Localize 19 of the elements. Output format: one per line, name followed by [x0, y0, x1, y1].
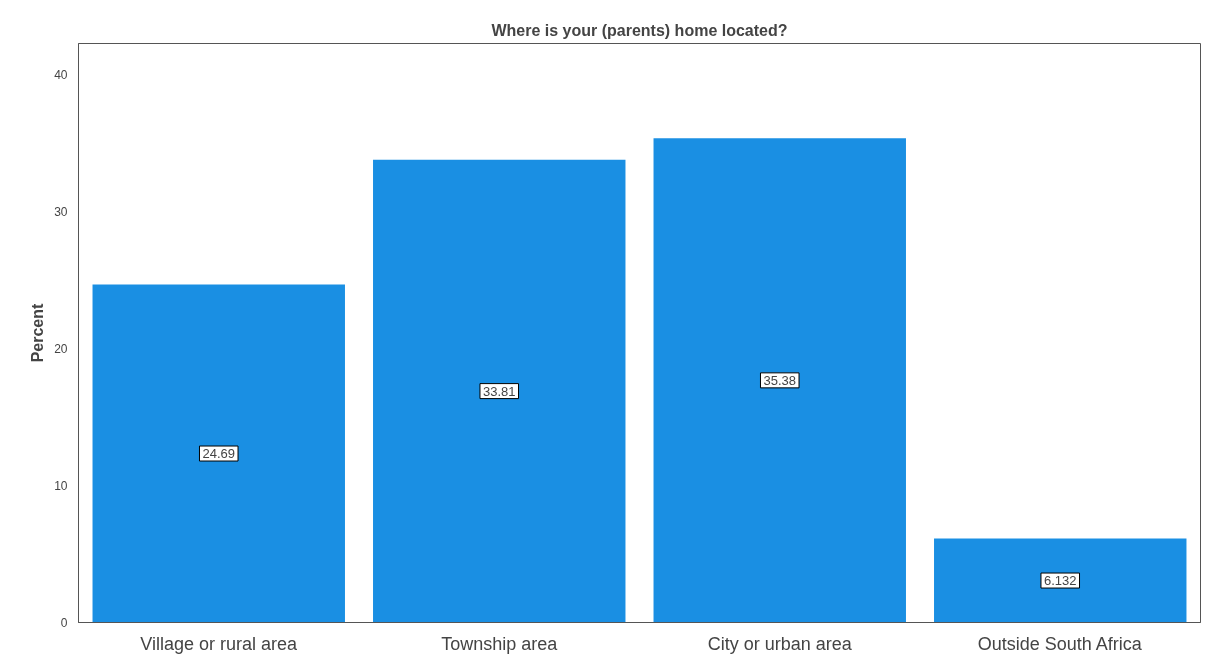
y-tick-label: 0 — [60, 616, 68, 630]
x-tick-label: Outside South Africa — [977, 633, 1143, 654]
x-tick-label: Village or rural area — [140, 633, 299, 654]
bar — [92, 284, 345, 623]
y-axis-title: Percent — [29, 302, 47, 363]
chart-title: Where is your (parents) home located? — [491, 21, 788, 39]
bar — [934, 538, 1187, 623]
x-tick-label: City or urban area — [707, 633, 853, 654]
x-tick-label: Township area — [441, 633, 559, 654]
data-label: 6.132 — [1043, 573, 1077, 589]
data-label: 24.69 — [202, 446, 236, 462]
y-tick-label: 30 — [54, 205, 68, 220]
y-tick-label: 10 — [54, 479, 68, 494]
y-tick-label: 40 — [54, 68, 68, 83]
y-tick-label: 20 — [54, 342, 68, 357]
data-label: 35.38 — [763, 372, 797, 388]
bar — [653, 138, 906, 623]
bar — [373, 159, 626, 623]
data-label: 33.81 — [482, 383, 516, 399]
